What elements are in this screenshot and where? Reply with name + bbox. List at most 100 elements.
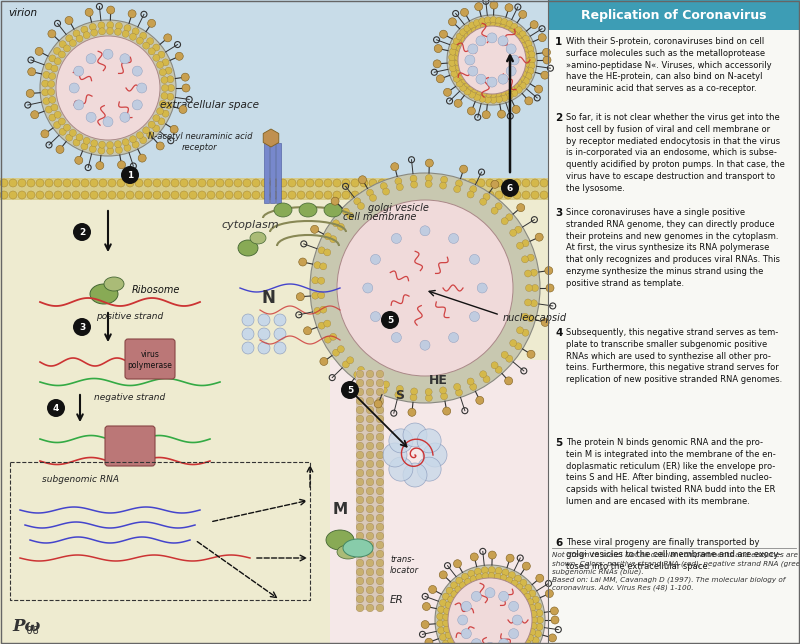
Circle shape (320, 263, 326, 270)
Circle shape (297, 191, 305, 199)
Circle shape (366, 442, 374, 450)
Circle shape (511, 580, 518, 587)
Text: positive strand: positive strand (96, 312, 164, 321)
Circle shape (469, 91, 475, 98)
Circle shape (527, 46, 534, 52)
Circle shape (494, 90, 502, 97)
Ellipse shape (337, 545, 359, 559)
Circle shape (403, 463, 427, 487)
Circle shape (389, 457, 413, 481)
Circle shape (106, 142, 114, 149)
Circle shape (540, 191, 548, 199)
Circle shape (423, 443, 447, 467)
Circle shape (70, 39, 77, 46)
Circle shape (161, 93, 168, 99)
Circle shape (469, 22, 475, 29)
Circle shape (73, 318, 91, 336)
Circle shape (366, 451, 374, 459)
Circle shape (346, 213, 354, 219)
Circle shape (529, 590, 536, 597)
Circle shape (536, 609, 543, 616)
Circle shape (356, 442, 364, 450)
Circle shape (314, 261, 321, 269)
Circle shape (495, 179, 503, 187)
Circle shape (366, 559, 374, 567)
Circle shape (490, 90, 497, 97)
Circle shape (506, 355, 513, 362)
Circle shape (468, 44, 478, 54)
Circle shape (51, 65, 58, 72)
Circle shape (366, 523, 374, 531)
Circle shape (391, 234, 402, 243)
Circle shape (136, 132, 143, 138)
Circle shape (443, 626, 450, 632)
Circle shape (507, 85, 514, 91)
Circle shape (138, 154, 146, 162)
Circle shape (528, 62, 535, 69)
Circle shape (356, 559, 364, 567)
Circle shape (467, 191, 474, 198)
Circle shape (420, 226, 430, 236)
Circle shape (522, 52, 529, 59)
Circle shape (511, 31, 518, 38)
Circle shape (159, 69, 166, 76)
Circle shape (549, 634, 557, 642)
Circle shape (48, 88, 54, 95)
Circle shape (121, 166, 139, 184)
Text: virion: virion (8, 8, 37, 18)
Circle shape (356, 469, 364, 477)
Circle shape (443, 88, 451, 97)
Circle shape (448, 596, 454, 603)
Circle shape (519, 31, 526, 38)
Circle shape (391, 332, 402, 343)
Circle shape (167, 93, 174, 100)
Circle shape (476, 74, 486, 84)
Circle shape (356, 604, 364, 612)
Circle shape (303, 327, 311, 335)
Circle shape (148, 19, 156, 27)
Circle shape (495, 191, 503, 199)
Circle shape (522, 57, 530, 64)
Circle shape (536, 574, 544, 582)
Circle shape (476, 88, 482, 95)
Circle shape (468, 179, 476, 187)
Text: 3: 3 (555, 208, 562, 218)
Circle shape (417, 429, 441, 453)
Bar (548, 0, 800, 30)
Circle shape (66, 134, 73, 141)
Circle shape (48, 30, 56, 38)
Circle shape (330, 334, 337, 340)
Circle shape (356, 550, 364, 558)
Circle shape (380, 386, 387, 393)
Circle shape (298, 258, 306, 266)
Circle shape (458, 41, 466, 48)
Circle shape (137, 83, 147, 93)
Circle shape (515, 86, 522, 93)
Circle shape (376, 460, 384, 468)
Circle shape (502, 569, 509, 576)
Circle shape (310, 225, 318, 233)
Circle shape (324, 191, 332, 199)
Circle shape (483, 193, 490, 200)
Circle shape (432, 179, 440, 187)
Circle shape (467, 378, 474, 385)
Circle shape (441, 393, 448, 400)
Circle shape (396, 179, 404, 187)
Circle shape (115, 147, 122, 153)
Circle shape (124, 24, 131, 32)
Circle shape (99, 179, 107, 187)
Circle shape (459, 582, 466, 589)
Circle shape (98, 22, 105, 29)
Circle shape (258, 328, 270, 340)
Circle shape (306, 191, 314, 199)
Circle shape (468, 66, 478, 76)
Circle shape (366, 469, 374, 477)
Circle shape (464, 33, 471, 40)
Circle shape (491, 180, 499, 189)
Circle shape (354, 198, 361, 205)
Circle shape (458, 26, 526, 94)
Circle shape (505, 4, 513, 12)
Circle shape (342, 361, 350, 368)
Circle shape (376, 370, 384, 378)
Circle shape (9, 179, 17, 187)
